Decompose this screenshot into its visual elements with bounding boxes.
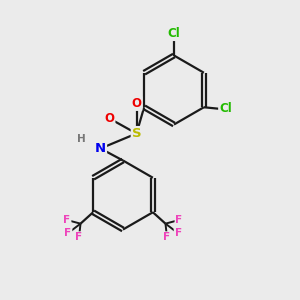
Text: H: H <box>76 134 85 145</box>
Text: O: O <box>131 97 142 110</box>
Text: F: F <box>164 232 170 242</box>
Text: F: F <box>64 228 71 238</box>
Text: F: F <box>76 232 82 242</box>
Text: Cl: Cl <box>168 27 180 40</box>
Text: Cl: Cl <box>219 102 232 115</box>
Text: F: F <box>175 228 182 238</box>
Text: O: O <box>104 112 115 125</box>
Text: N: N <box>95 142 106 155</box>
Text: F: F <box>176 215 182 225</box>
Text: S: S <box>132 127 141 140</box>
Text: F: F <box>64 215 70 225</box>
